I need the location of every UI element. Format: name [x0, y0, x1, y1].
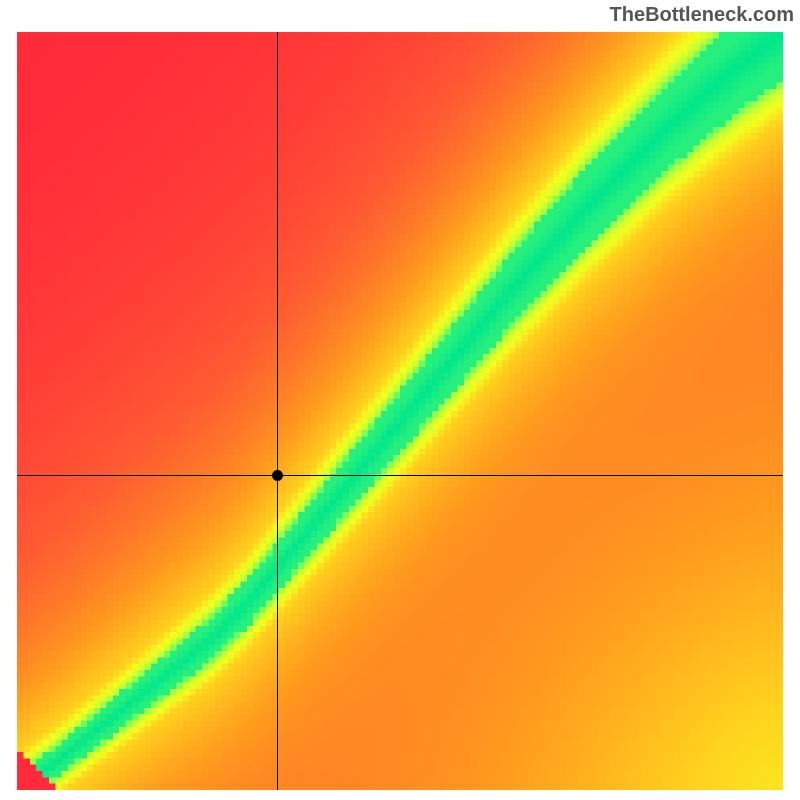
chart-container: { "watermark": { "text": "TheBottleneck.…: [0, 0, 800, 800]
crosshair-vertical: [277, 32, 278, 790]
crosshair-horizontal: [17, 475, 783, 476]
bottleneck-heatmap: [17, 32, 783, 790]
watermark-text: TheBottleneck.com: [610, 4, 794, 27]
crosshair-marker-dot: [272, 470, 283, 481]
